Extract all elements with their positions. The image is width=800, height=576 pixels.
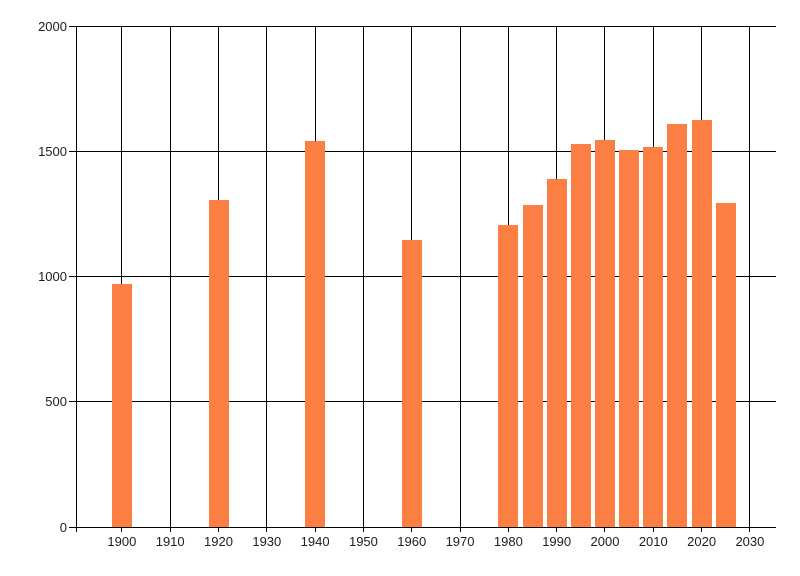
y-tick bbox=[69, 526, 76, 528]
x-axis bbox=[76, 526, 776, 528]
bar bbox=[208, 200, 229, 527]
bar bbox=[594, 139, 615, 527]
x-tick bbox=[169, 527, 171, 532]
bar bbox=[667, 123, 688, 527]
x-tick bbox=[121, 527, 123, 532]
bar bbox=[619, 149, 640, 527]
y-tick-label: 500 bbox=[45, 394, 67, 410]
x-tick-label: 1920 bbox=[204, 534, 233, 549]
x-tick bbox=[411, 527, 413, 532]
y-tick-label: 1000 bbox=[38, 269, 67, 284]
x-tick-label: 2000 bbox=[590, 534, 620, 549]
y-gridline bbox=[76, 401, 776, 403]
y-tick bbox=[69, 25, 76, 27]
x-tick bbox=[604, 527, 606, 532]
y-axis bbox=[75, 26, 77, 532]
x-tick bbox=[507, 527, 509, 532]
x-tick-label: 1980 bbox=[493, 534, 523, 549]
x-tick-label: 1940 bbox=[300, 534, 330, 549]
y-tick bbox=[69, 401, 76, 403]
x-tick-label: 1960 bbox=[397, 534, 427, 549]
bar bbox=[570, 143, 591, 527]
x-tick-label: 1900 bbox=[107, 534, 137, 549]
y-tick-label: 0 bbox=[59, 519, 67, 535]
y-gridline bbox=[76, 276, 776, 277]
x-tick bbox=[266, 527, 268, 532]
x-tick bbox=[749, 527, 751, 532]
y-tick bbox=[69, 150, 76, 152]
y-gridline bbox=[76, 150, 776, 152]
bar bbox=[715, 202, 736, 527]
x-tick-label: 1970 bbox=[445, 534, 475, 549]
y-tick-label: 1500 bbox=[38, 143, 67, 159]
x-tick bbox=[314, 527, 316, 532]
x-tick bbox=[362, 527, 364, 532]
x-tick-label: 1930 bbox=[252, 534, 282, 549]
x-tick-label: 1910 bbox=[155, 534, 185, 549]
bar bbox=[305, 141, 326, 527]
bar bbox=[401, 240, 422, 527]
y-gridline bbox=[76, 25, 776, 27]
x-tick bbox=[218, 527, 219, 532]
bar bbox=[111, 284, 132, 527]
x-tick bbox=[701, 527, 703, 532]
y-tick bbox=[69, 276, 76, 277]
x-tick bbox=[556, 527, 558, 532]
bar bbox=[522, 205, 543, 527]
y-tick-label: 2000 bbox=[38, 18, 67, 34]
bar bbox=[643, 147, 664, 527]
bar bbox=[546, 178, 567, 527]
bar bbox=[691, 119, 712, 527]
x-tick bbox=[459, 527, 461, 532]
x-tick-label: 2020 bbox=[687, 534, 717, 549]
bar bbox=[498, 225, 519, 527]
x-tick-label: 2030 bbox=[735, 534, 765, 549]
x-tick-label: 1990 bbox=[542, 534, 572, 549]
x-tick bbox=[652, 527, 654, 532]
x-tick-label: 1950 bbox=[348, 534, 378, 549]
x-tick-label: 2010 bbox=[638, 534, 668, 549]
